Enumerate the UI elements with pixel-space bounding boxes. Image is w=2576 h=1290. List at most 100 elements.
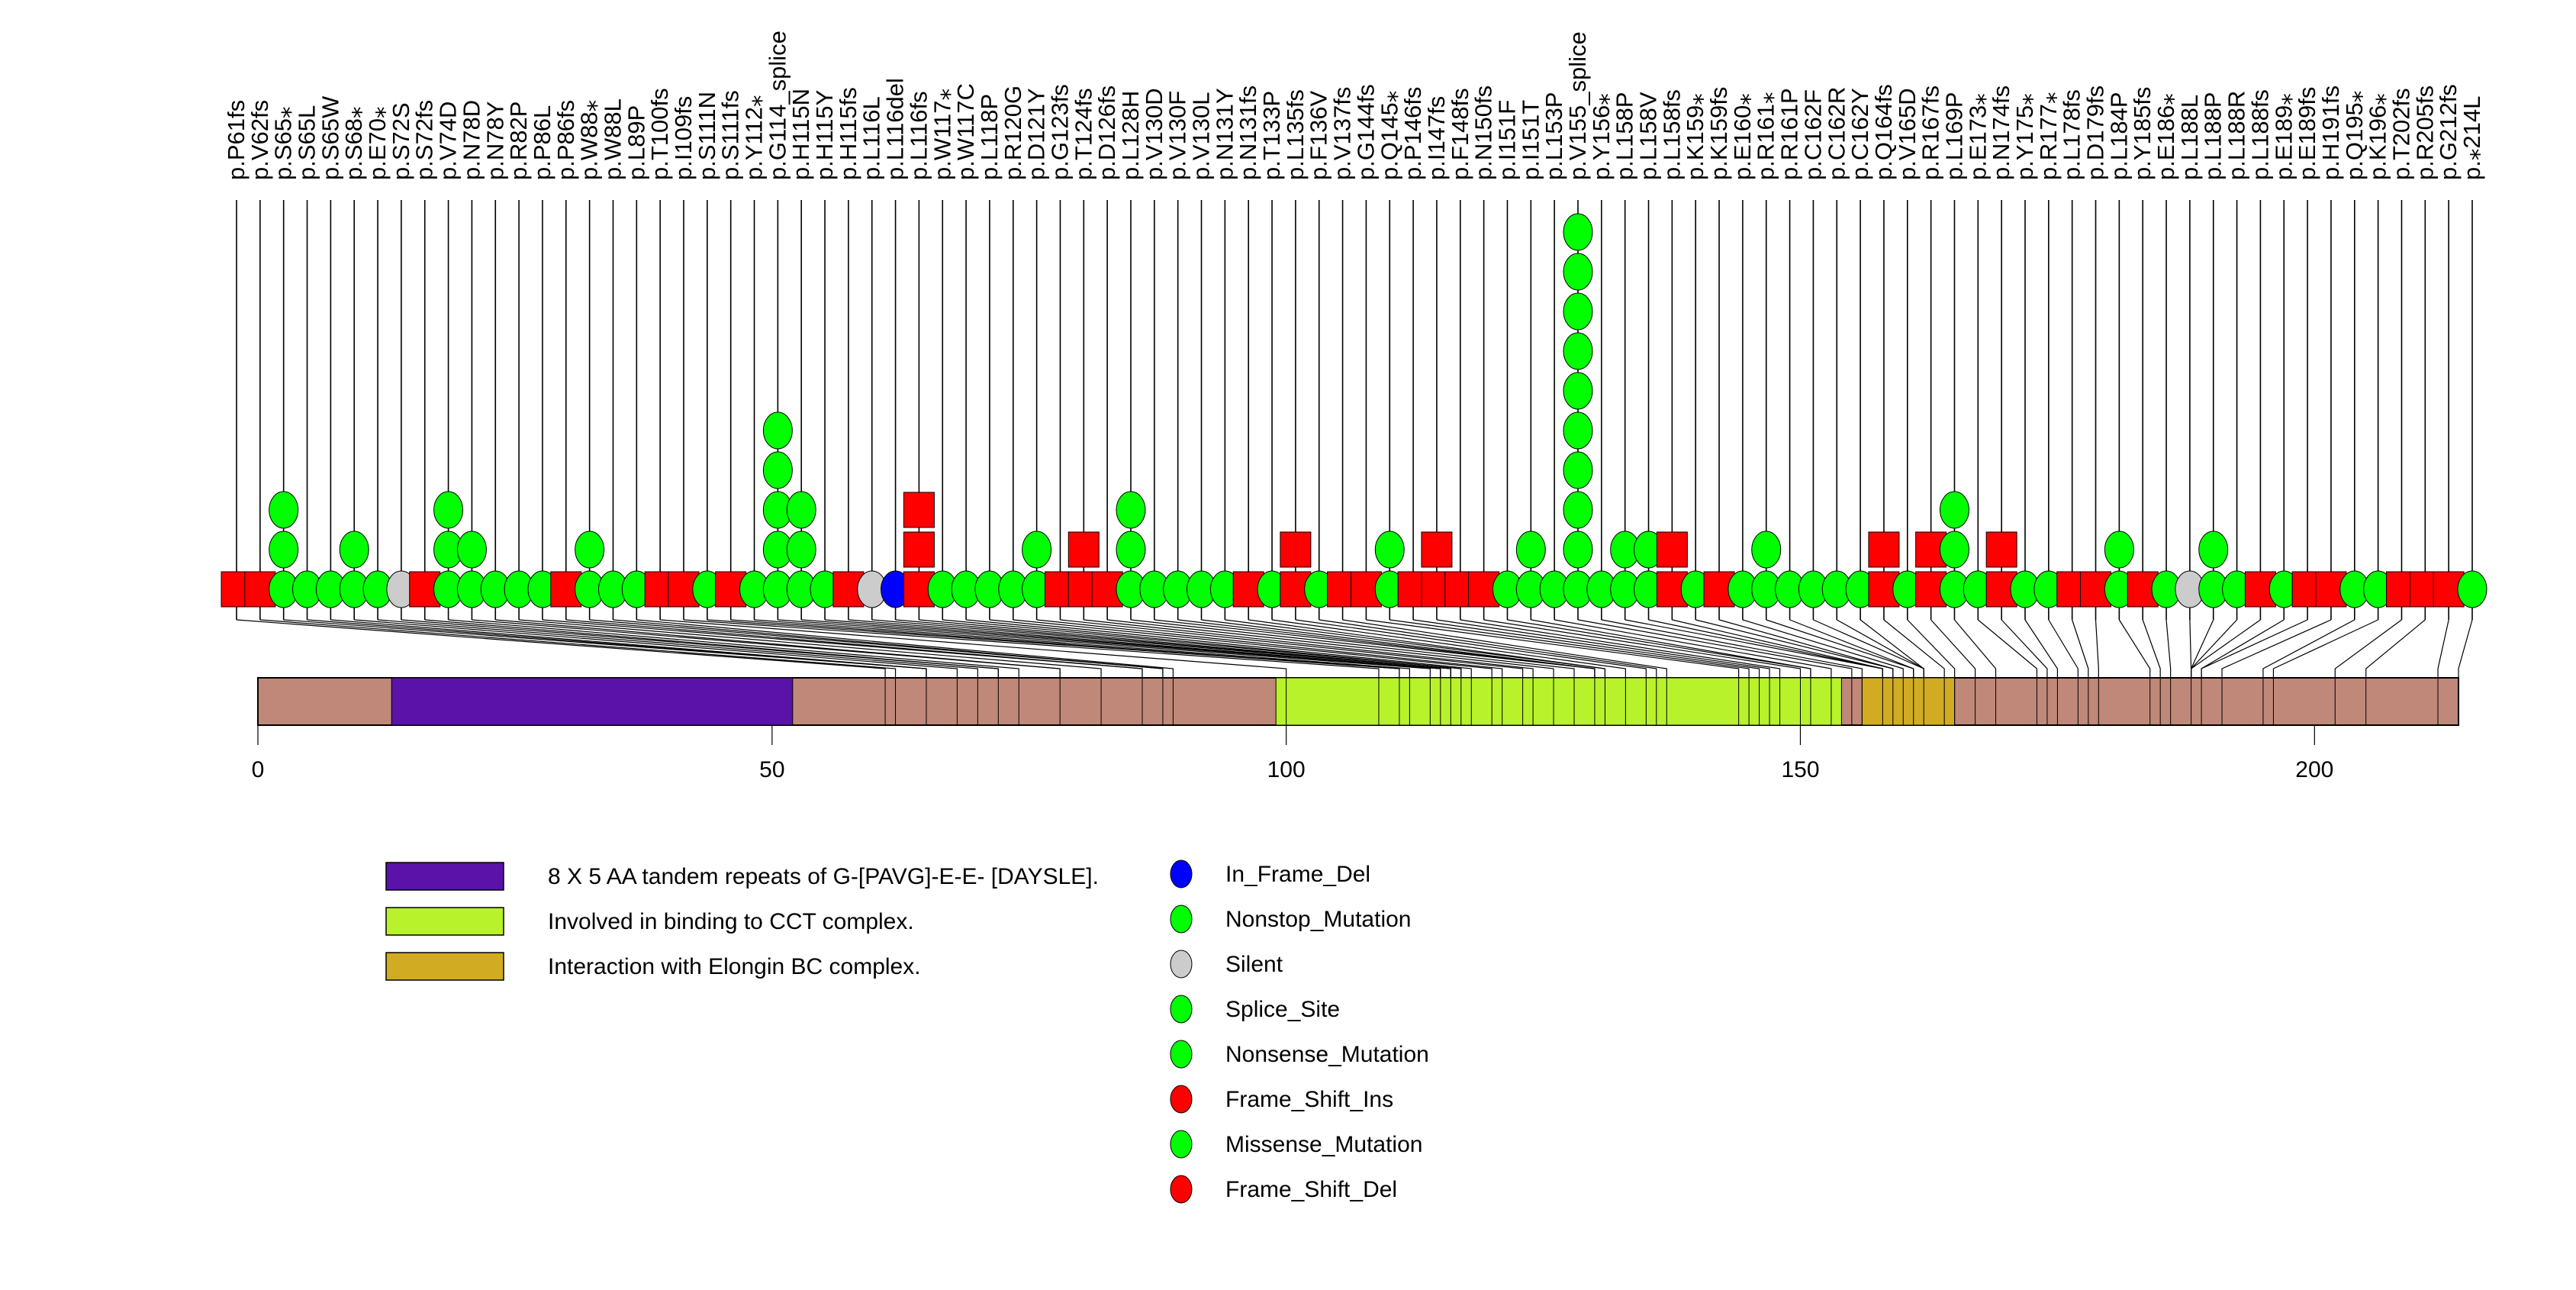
mutation-label: p.G114_splice — [764, 31, 791, 180]
marker-frame-shift-del — [1868, 531, 1900, 568]
mutation-label: p.V155_splice — [1564, 31, 1591, 180]
mutation-label: p.L188P — [2200, 92, 2227, 181]
mutation-label: p.K159⁎ — [1682, 93, 1708, 180]
legend-domain-label: Involved in binding to CCT complex. — [548, 909, 914, 934]
mutation-label: p.H115Y — [811, 90, 838, 180]
mutation-label: p.L184P — [2105, 92, 2132, 181]
mutation-label: p.R167fs — [1918, 85, 1944, 180]
legend-type-swatch — [1170, 859, 1193, 888]
marker-missense-mutation — [1939, 491, 1969, 529]
mutation-label: p.N131fs — [1235, 85, 1261, 180]
mutation-label: p.L116fs — [905, 91, 932, 180]
mutation-label: p.N150fs — [1470, 85, 1497, 180]
mutation-label: p.R177⁎ — [2035, 92, 2062, 180]
mutation-label: p.⁎214L — [2458, 96, 2485, 180]
marker-frame-shift-del — [1280, 531, 1312, 568]
mutation-label: p.L116del — [882, 78, 909, 180]
mutation-label: p.E189⁎ — [2270, 93, 2297, 180]
mutation-label: p.R205fs — [2411, 85, 2438, 180]
mutation-label: p.N131Y — [1211, 88, 1238, 180]
mutation-label: p.F148fs — [1447, 88, 1473, 180]
marker-missense-mutation — [2198, 531, 2229, 569]
domain-3 — [1861, 677, 1956, 726]
mutation-label: p.Y156⁎ — [1588, 93, 1615, 180]
axis-tick-label: 50 — [759, 757, 784, 782]
marker-frame-shift-del — [1421, 531, 1453, 568]
marker-nonsense-mutation — [269, 491, 299, 529]
mutation-label: p.I109fs — [670, 96, 697, 180]
axis-tick-label: 200 — [2295, 757, 2333, 782]
mutation-label: p.L178fs — [2059, 89, 2085, 180]
marker-splice-site — [1563, 411, 1593, 450]
mutation-label: p.N174fs — [1988, 85, 2014, 180]
marker-splice-site — [1563, 491, 1593, 529]
mutation-label: p.F136V — [1306, 90, 1332, 180]
marker-missense-mutation — [786, 531, 816, 569]
mutation-label: p.L188fs — [2246, 89, 2273, 180]
mutation-label: p.E189fs — [2294, 87, 2320, 180]
connector-line — [2458, 619, 2473, 725]
domain-2 — [1275, 677, 1842, 726]
mutation-label: p.L169P — [1940, 92, 1967, 181]
legend-type-label: Splice_Site — [1225, 997, 1340, 1022]
mutation-label: p.C162R — [1823, 87, 1850, 180]
mutation-label: p.V137fs — [1329, 87, 1356, 180]
mutation-label: p.T202fs — [2388, 88, 2414, 180]
mutation-label: p.W117⁎ — [929, 89, 955, 180]
marker-missense-mutation — [456, 531, 487, 569]
mutation-label: p.R82P — [505, 102, 532, 180]
mutation-label: p.E70⁎ — [364, 106, 391, 180]
legend-type-label: Frame_Shift_Del — [1225, 1177, 1397, 1202]
legend-domain-swatch — [385, 862, 504, 891]
mutation-label: p.S72fs — [411, 100, 438, 180]
mutation-label: p.K196⁎ — [2365, 93, 2391, 180]
mutation-label: p.W117C — [952, 83, 979, 180]
marker-nonsense-mutation — [269, 531, 299, 569]
mutation-markers — [221, 213, 2487, 608]
marker-frame-shift-del — [903, 531, 935, 568]
mutation-label: p.D126fs — [1093, 85, 1120, 180]
mutation-label: p.P146fs — [1399, 87, 1426, 180]
marker-missense-mutation — [786, 491, 816, 529]
legend-type-swatch — [1170, 1085, 1193, 1114]
marker-frame-shift-del — [1067, 531, 1100, 568]
marker-frame-shift-del — [903, 492, 935, 528]
mutation-label: p.Y112⁎ — [741, 95, 768, 180]
marker-missense-mutation — [433, 491, 464, 529]
mutation-label: p.S68⁎ — [340, 106, 367, 180]
mutation-label: p.D121Y — [1023, 88, 1050, 180]
mutation-label: p.L89P — [623, 105, 649, 180]
mutation-label: p.S65L — [294, 105, 320, 180]
mutation-label: p.H115N — [787, 89, 814, 180]
marker-nonsense-mutation — [1374, 531, 1405, 569]
mutation-label: p.L188R — [2223, 91, 2250, 180]
axis-tick-label: 100 — [1267, 757, 1306, 782]
mutation-label: p.S111fs — [717, 90, 744, 180]
mutation-label: p.L158fs — [1658, 89, 1685, 180]
mutation-label: p.V130F — [1164, 91, 1191, 180]
legend-type-swatch — [1170, 950, 1193, 979]
mutation-label: p.V130L — [1188, 92, 1215, 181]
mutation-label: p.I151T — [1517, 100, 1544, 180]
mutation-label: p.S65⁎ — [270, 106, 297, 180]
marker-splice-site — [1563, 332, 1593, 370]
mutation-label: p.T100fs — [646, 88, 673, 180]
legend-domain-label: Interaction with Elongin BC complex. — [548, 954, 921, 979]
mutation-label: p.W88L — [599, 98, 626, 180]
marker-missense-mutation — [1939, 531, 1969, 569]
marker-splice-site — [1563, 253, 1593, 291]
marker-splice-site — [1563, 372, 1593, 410]
mutation-label: p.P86fs — [552, 100, 579, 180]
mutation-label: p.S65W — [317, 95, 343, 180]
mutation-label: p.K159fs — [1705, 87, 1732, 180]
mutation-label: p.G144fs — [1352, 84, 1379, 180]
marker-frame-shift-del — [1656, 531, 1688, 568]
marker-splice-site — [1563, 213, 1593, 251]
mutation-label: p.I151F — [1493, 100, 1520, 180]
mutation-label: p.P61fs — [223, 100, 250, 180]
stem-lines — [236, 200, 2473, 620]
mutation-label: p.H115fs — [835, 87, 861, 180]
mutation-label: p.T133P — [1258, 91, 1285, 180]
mutation-label: p.L158V — [1635, 92, 1662, 180]
